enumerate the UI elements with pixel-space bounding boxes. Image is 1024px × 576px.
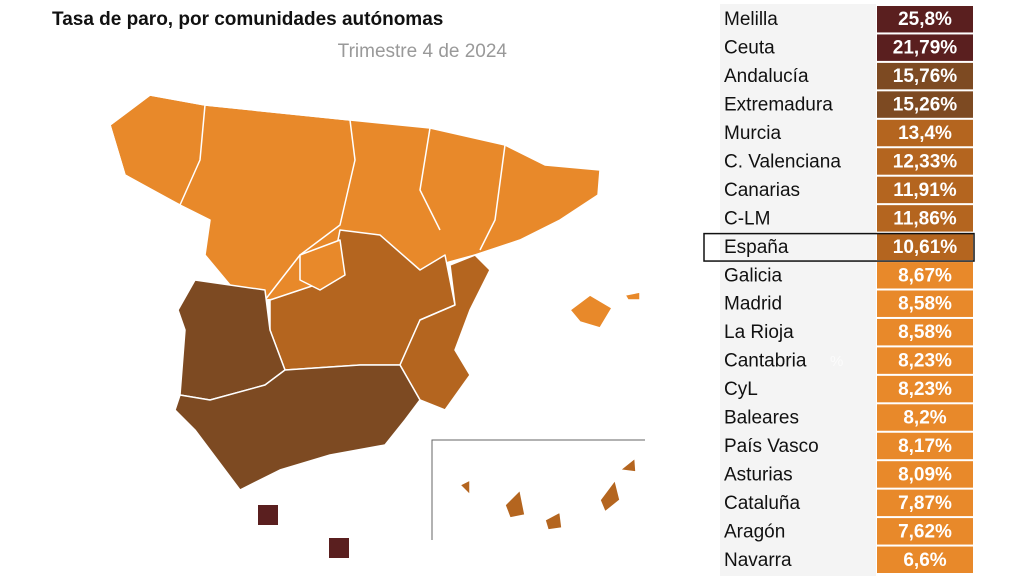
value-cell	[877, 6, 973, 33]
rate-value: 7,87%	[898, 493, 952, 514]
value-cell	[877, 290, 973, 317]
value-cell	[877, 347, 973, 374]
name-column	[720, 4, 876, 576]
region-name: Aragón	[724, 521, 785, 542]
region-name: Extremadura	[724, 95, 833, 116]
baleares	[569, 291, 641, 329]
value-cell	[877, 432, 973, 460]
region-name: País Vasco	[724, 436, 819, 457]
rate-value: 8,58%	[898, 294, 952, 315]
region-name: Murcia	[724, 123, 781, 144]
border	[419, 127, 506, 251]
rate-value: 8,17%	[898, 436, 952, 457]
region-name: Cantabria	[724, 351, 807, 372]
region-name: Canarias	[724, 180, 800, 201]
region-name: Navarra	[724, 550, 792, 571]
region-name: Andalucía	[724, 66, 809, 87]
rate-value: 15,26%	[893, 95, 958, 116]
rate-value: 15,76%	[893, 66, 958, 87]
value-cell	[877, 318, 973, 346]
border	[109, 94, 206, 206]
rate-value: 21,79%	[893, 38, 958, 59]
region-name: Asturias	[724, 464, 793, 485]
andalucia	[174, 364, 421, 491]
region-name: España	[724, 237, 789, 258]
rate-value: 11,86%	[893, 208, 956, 229]
value-cell	[877, 119, 973, 147]
border	[204, 104, 356, 301]
region-name: Cataluña	[724, 493, 800, 514]
value-cell	[877, 375, 973, 403]
rate-value: 8,67%	[898, 265, 952, 286]
ceuta	[258, 505, 278, 525]
rate-value: 11,91%	[893, 180, 956, 201]
value-cell	[877, 233, 973, 261]
rate-value: 8,09%	[898, 464, 952, 485]
value-cell	[877, 62, 973, 90]
madrid	[299, 239, 346, 291]
rate-value: 6,6%	[903, 550, 946, 571]
highlight-box	[703, 232, 975, 262]
stray-label: %	[830, 353, 843, 370]
region-name: C. Valenciana	[724, 151, 841, 172]
value-cell	[877, 176, 973, 204]
region-name: Ceuta	[724, 38, 775, 59]
rate-value: 13,4%	[898, 123, 952, 144]
rate-value: 8,2%	[903, 408, 946, 429]
value-cell	[877, 461, 973, 488]
map	[109, 94, 641, 531]
rate-value: 10,61%	[893, 237, 958, 258]
value-cell	[877, 205, 973, 232]
value-cell	[877, 148, 973, 175]
inset-frame	[431, 439, 645, 540]
rate-value: 7,62%	[898, 521, 952, 542]
rate-value: 8,23%	[898, 351, 952, 372]
north-regions	[109, 94, 601, 301]
region-name: Galicia	[724, 265, 783, 286]
value-cell	[877, 518, 973, 545]
valencia-murcia	[399, 254, 491, 411]
region-name: C-LM	[724, 208, 770, 229]
rate-value: 8,58%	[898, 322, 952, 343]
region-name: La Rioja	[724, 322, 794, 343]
subtitle: Trimestre 4 de 2024	[338, 41, 508, 62]
region-name: CyL	[724, 379, 758, 400]
value-cell	[877, 546, 973, 573]
value-cell	[877, 489, 973, 517]
value-cell	[877, 262, 973, 289]
rate-value: 25,8%	[898, 9, 952, 30]
rate-value: 8,23%	[898, 379, 952, 400]
melilla	[329, 538, 349, 558]
value-cell	[877, 91, 973, 118]
value-cell	[877, 404, 973, 431]
region-name: Madrid	[724, 294, 782, 315]
rate-value: 12,33%	[893, 151, 958, 172]
title: Tasa de paro, por comunidades autónomas	[52, 9, 443, 30]
region-name: Melilla	[724, 9, 778, 30]
canarias	[459, 457, 637, 531]
value-cell	[877, 34, 973, 61]
region-name: Baleares	[724, 408, 799, 429]
